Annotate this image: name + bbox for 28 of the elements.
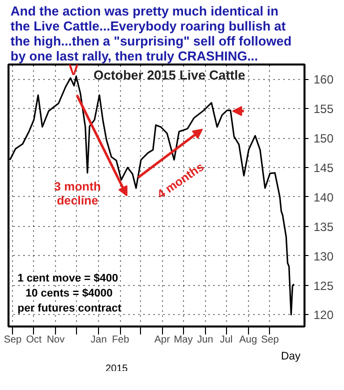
annotation: V xyxy=(68,62,79,79)
x-tick-label: Jan xyxy=(90,334,107,346)
y-tick-label: 140 xyxy=(314,190,334,204)
x-tick-label: Aug xyxy=(239,334,258,346)
x-tick-label: May xyxy=(174,334,193,346)
annotation: 3 month decline xyxy=(54,180,101,208)
x-tick-label: Sep xyxy=(261,334,280,346)
y-tick-label: 155 xyxy=(314,102,334,116)
annotation: 1 cent move = $400 xyxy=(18,272,118,284)
y-tick-label: 150 xyxy=(314,132,334,146)
x-tick-label: Apr xyxy=(154,334,171,346)
x-tick-label: Oct xyxy=(26,334,42,346)
y-tick-label: 135 xyxy=(314,220,334,234)
x-tick-label: Sep xyxy=(4,334,22,346)
y-tick-label: 125 xyxy=(314,278,334,293)
y-tick-label: 130 xyxy=(314,249,334,264)
annotation: 10 cents = $4000 xyxy=(26,288,113,300)
y-tick-label: 160 xyxy=(314,72,334,87)
annotation: per futures contract xyxy=(18,302,122,314)
y-tick-label: 120 xyxy=(314,308,334,322)
x-tick-label: Nov xyxy=(46,334,65,346)
y-tick-label: 145 xyxy=(314,161,334,176)
text: Day xyxy=(280,350,301,362)
chart-subtitle: October 2015 Live Cattle xyxy=(94,68,246,82)
x-tick-label: Jul xyxy=(220,334,233,346)
chart-title: And the action was pretty much identical in the Live Cattle...Everybody roaring bullish at the high...then a "surprising" sell off followed by one last rally, then truly CRASHING... xyxy=(10,4,292,64)
x-tick-label: Jun xyxy=(197,334,214,346)
x-tick-label: Feb xyxy=(112,334,130,346)
